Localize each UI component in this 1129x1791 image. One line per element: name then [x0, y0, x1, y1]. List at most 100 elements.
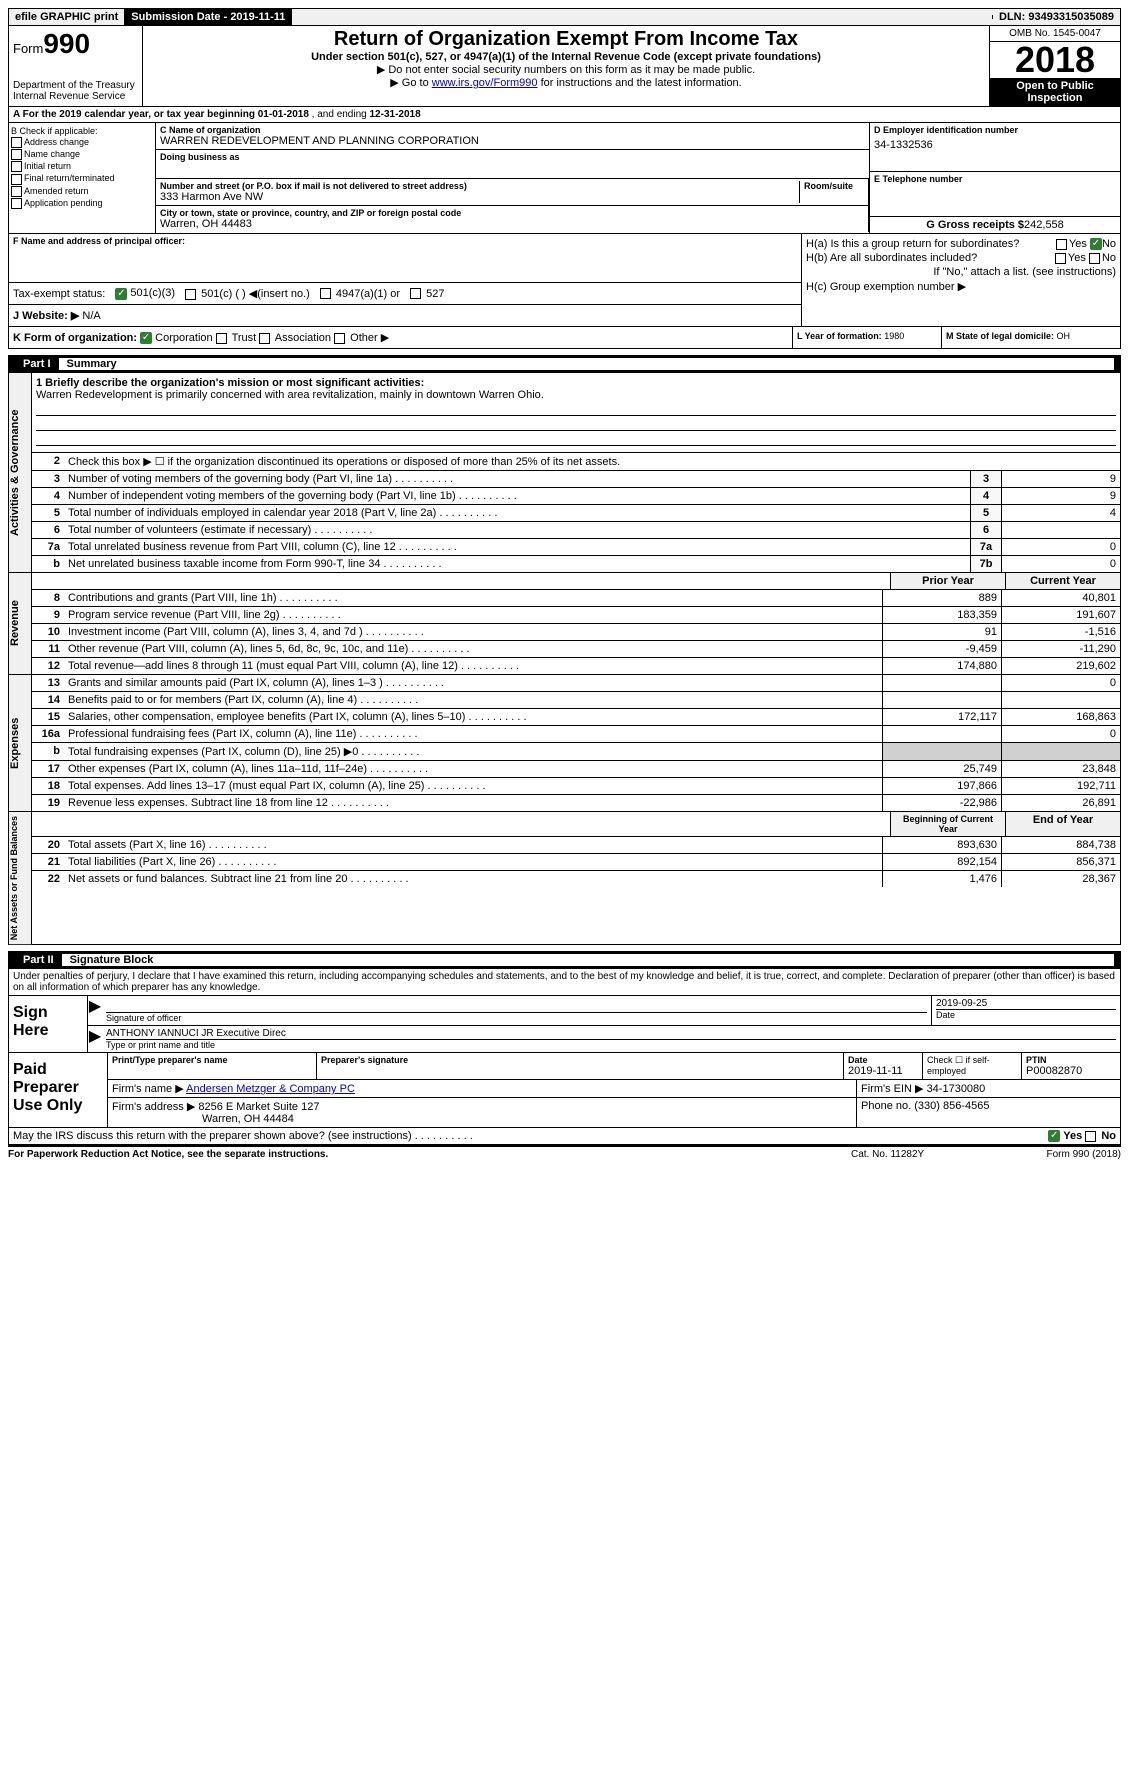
street-address: 333 Harmon Ave NW — [160, 191, 799, 203]
curr-9: 191,607 — [1001, 607, 1120, 623]
chk-4947[interactable] — [320, 288, 331, 299]
prior-22: 1,476 — [882, 871, 1001, 887]
h-b: H(b) Are all subordinates included?Yes N… — [806, 252, 1116, 264]
net-tab: Net Assets or Fund Balances — [9, 812, 32, 944]
curr-22: 28,367 — [1001, 871, 1120, 887]
curr-b — [1001, 743, 1120, 760]
col-b-header: B Check if applicable: — [11, 126, 153, 136]
chk-527[interactable] — [410, 288, 421, 299]
column-b: B Check if applicable: Address change Na… — [9, 123, 156, 233]
self-employed-chk[interactable]: Check ☐ if self-employed — [923, 1053, 1022, 1079]
city-label: City or town, state or province, country… — [160, 208, 864, 218]
curr-17: 23,848 — [1001, 761, 1120, 777]
prior-9: 183,359 — [882, 607, 1001, 623]
line-7a: Total unrelated business revenue from Pa… — [64, 539, 970, 555]
line-9: Program service revenue (Part VIII, line… — [64, 607, 882, 623]
gov-tab: Activities & Governance — [9, 373, 32, 572]
row-a-tax-year: A For the 2019 calendar year, or tax yea… — [8, 107, 1121, 123]
footer: For Paperwork Reduction Act Notice, see … — [8, 1145, 1121, 1162]
mid-grid: F Name and address of principal officer:… — [8, 234, 1121, 327]
prior-b — [882, 743, 1001, 760]
part2-header: Part IISignature Block — [8, 951, 1121, 969]
prior-17: 25,749 — [882, 761, 1001, 777]
prior-16a — [882, 726, 1001, 742]
prior-15: 172,117 — [882, 709, 1001, 725]
val-5: 4 — [1001, 505, 1120, 521]
line-8: Contributions and grants (Part VIII, lin… — [64, 590, 882, 606]
efile-label[interactable]: efile GRAPHIC print — [9, 9, 125, 25]
box-h: H(a) Is this a group return for subordin… — [802, 234, 1120, 326]
ein: 34-1332536 — [874, 139, 1116, 151]
paid-preparer-label: Paid Preparer Use Only — [9, 1053, 108, 1127]
h-note: If "No," attach a list. (see instruction… — [806, 266, 1116, 278]
open-public: Open to Public Inspection — [990, 78, 1120, 106]
chk-other[interactable] — [334, 333, 345, 344]
dba-label: Doing business as — [160, 152, 865, 162]
chk-final: Final return/terminated — [11, 173, 153, 184]
chk-corp[interactable]: ✓ — [140, 332, 152, 344]
prep-date: 2019-11-11 — [848, 1065, 918, 1077]
val-b: 0 — [1001, 556, 1120, 572]
begin-year-hdr: Beginning of Current Year — [890, 812, 1005, 836]
row-l: L Year of formation: 1980 — [793, 327, 942, 348]
officer-name: ANTHONY IANNUCI JR Executive Direc — [106, 1028, 1116, 1039]
end-year-hdr: End of Year — [1005, 812, 1120, 836]
h-c: H(c) Group exemption number ▶ — [806, 280, 1116, 293]
chk-name: Name change — [11, 149, 153, 160]
dept-treasury: Department of the Treasury — [13, 80, 138, 91]
mission-block: 1 Briefly describe the organization's mi… — [32, 373, 1120, 453]
prior-21: 892,154 — [882, 854, 1001, 870]
curr-10: -1,516 — [1001, 624, 1120, 640]
chk-501c[interactable] — [185, 289, 196, 300]
paperwork-notice: For Paperwork Reduction Act Notice, see … — [8, 1149, 851, 1160]
line-18: Total expenses. Add lines 13–17 (must eq… — [64, 778, 882, 794]
cat-no: Cat. No. 11282Y — [851, 1149, 1001, 1160]
governance-section: Activities & Governance 1 Briefly descri… — [8, 373, 1121, 573]
addr-label: Number and street (or P.O. box if mail i… — [160, 181, 799, 191]
subtitle-3: ▶ Go to www.irs.gov/Form990 for instruct… — [145, 76, 987, 89]
prior-11: -9,459 — [882, 641, 1001, 657]
chk-501c3[interactable]: ✓ — [115, 288, 127, 300]
form-header: Form990 Department of the Treasury Inter… — [8, 26, 1121, 107]
instructions-link[interactable]: www.irs.gov/Form990 — [432, 77, 538, 89]
line-22: Net assets or fund balances. Subtract li… — [64, 871, 882, 887]
line-17: Other expenses (Part IX, column (A), lin… — [64, 761, 882, 777]
tax-year: 2018 — [990, 42, 1120, 78]
prior-year-hdr: Prior Year — [890, 573, 1005, 589]
line-2: Check this box ▶ ☐ if the organization d… — [64, 453, 1120, 470]
firm-ein: 34-1730080 — [927, 1083, 986, 1095]
firm-name-link[interactable]: Andersen Metzger & Company PC — [186, 1083, 355, 1095]
val-4: 9 — [1001, 488, 1120, 504]
tax-exempt-status: Tax-exempt status: ✓ 501(c)(3) 501(c) ( … — [9, 283, 801, 305]
curr-20: 884,738 — [1001, 837, 1120, 853]
form-number: Form990 — [13, 28, 138, 60]
line-16a: Professional fundraising fees (Part IX, … — [64, 726, 882, 742]
netassets-section: Net Assets or Fund Balances Beginning of… — [8, 812, 1121, 945]
current-year-hdr: Current Year — [1005, 573, 1120, 589]
line-5: Total number of individuals employed in … — [64, 505, 970, 521]
line-13: Grants and similar amounts paid (Part IX… — [64, 675, 882, 691]
line-19: Revenue less expenses. Subtract line 18 … — [64, 795, 882, 811]
officer-label: F Name and address of principal officer: — [13, 236, 797, 246]
paid-preparer-block: Paid Preparer Use Only Print/Type prepar… — [8, 1053, 1121, 1128]
mission-text: Warren Redevelopment is primarily concer… — [36, 389, 1116, 401]
line-14: Benefits paid to or for members (Part IX… — [64, 692, 882, 708]
discuss-row: May the IRS discuss this return with the… — [8, 1128, 1121, 1145]
line-15: Salaries, other compensation, employee b… — [64, 709, 882, 725]
curr-11: -11,290 — [1001, 641, 1120, 657]
sig-date: 2019-09-25 — [936, 998, 1116, 1009]
dln: DLN: 93493315035089 — [993, 9, 1120, 25]
prior-19: -22,986 — [882, 795, 1001, 811]
curr-14 — [1001, 692, 1120, 708]
chk-assoc[interactable] — [259, 333, 270, 344]
curr-19: 26,891 — [1001, 795, 1120, 811]
chk-trust[interactable] — [216, 333, 227, 344]
discuss-yes[interactable]: ✓ — [1048, 1130, 1060, 1142]
discuss-no[interactable] — [1085, 1131, 1096, 1142]
sig-officer-label: Signature of officer — [106, 1012, 927, 1023]
h-a: H(a) Is this a group return for subordin… — [806, 238, 1116, 250]
firm-phone: (330) 856-4565 — [914, 1100, 989, 1112]
line-b: Net unrelated business taxable income fr… — [64, 556, 970, 572]
chk-amended: Amended return — [11, 186, 153, 197]
line-11: Other revenue (Part VIII, column (A), li… — [64, 641, 882, 657]
